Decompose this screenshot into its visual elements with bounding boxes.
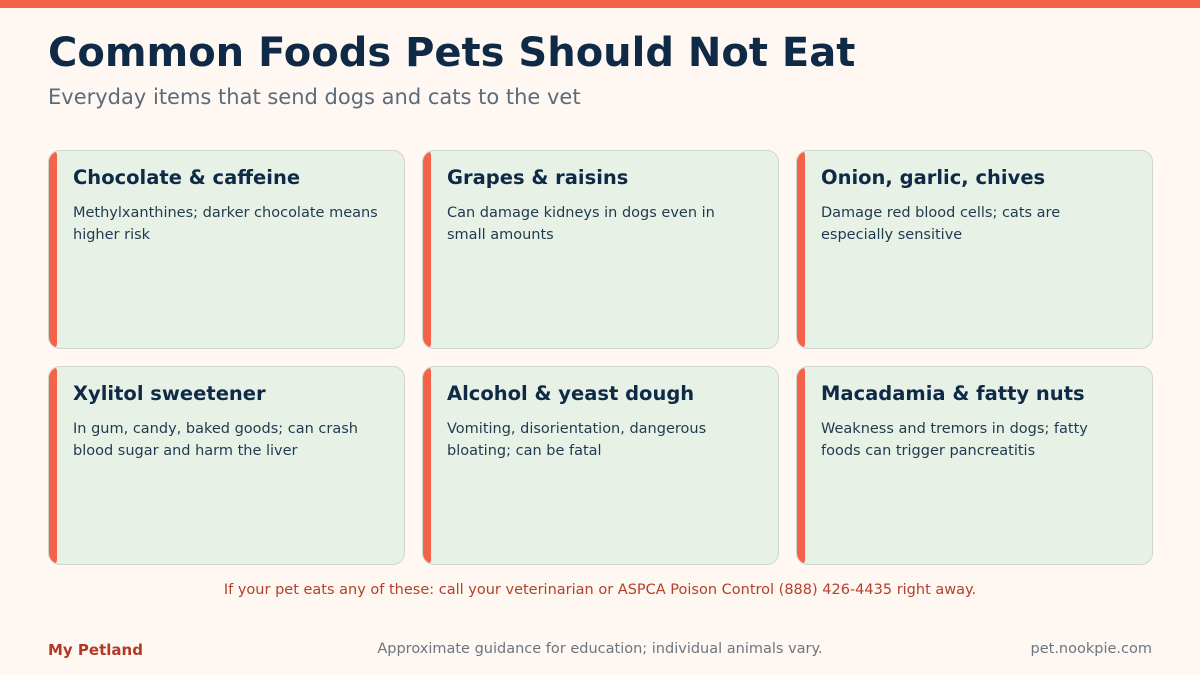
card-description: Weakness and tremors in dogs; fatty food… xyxy=(821,421,1088,459)
card-xylitol: Xylitol sweetener In gum, candy, baked g… xyxy=(48,366,405,565)
card-accent-bar xyxy=(797,151,805,348)
card-description: Damage red blood cells; cats are especia… xyxy=(821,205,1061,243)
card-description: Can damage kidneys in dogs even in small… xyxy=(447,205,715,243)
card-macadamia-fatty-nuts: Macadamia & fatty nuts Weakness and trem… xyxy=(796,366,1153,565)
poison-control-warning: If your pet eats any of these: call your… xyxy=(223,582,977,598)
card-accent-bar xyxy=(797,367,805,564)
card-description: Methylxanthines; darker chocolate means … xyxy=(73,205,378,243)
card-title: Chocolate & caffeine xyxy=(73,166,301,189)
card-onion-garlic-chives: Onion, garlic, chives Damage red blood c… xyxy=(796,150,1153,349)
footer-site-url: pet.nookpie.com xyxy=(1030,641,1152,657)
card-title: Xylitol sweetener xyxy=(73,382,266,405)
page-title: Common Foods Pets Should Not Eat xyxy=(48,30,856,76)
card-accent-bar xyxy=(423,367,431,564)
footer-brand: My Petland xyxy=(48,641,143,659)
card-chocolate-caffeine: Chocolate & caffeine Methylxanthines; da… xyxy=(48,150,405,349)
page-subtitle: Everyday items that send dogs and cats t… xyxy=(48,85,581,109)
card-alcohol-yeast-dough: Alcohol & yeast dough Vomiting, disorien… xyxy=(422,366,779,565)
card-accent-bar xyxy=(49,151,57,348)
card-description: In gum, candy, baked goods; can crash bl… xyxy=(73,421,358,459)
card-title: Macadamia & fatty nuts xyxy=(821,382,1085,405)
card-title: Alcohol & yeast dough xyxy=(447,382,695,405)
card-description: Vomiting, disorientation, dangerous bloa… xyxy=(447,421,707,459)
card-grapes-raisins: Grapes & raisins Can damage kidneys in d… xyxy=(422,150,779,349)
card-title: Onion, garlic, chives xyxy=(821,166,1046,189)
card-title: Grapes & raisins xyxy=(447,166,629,189)
card-accent-bar xyxy=(49,367,57,564)
food-card-grid: Chocolate & caffeine Methylxanthines; da… xyxy=(48,150,1153,566)
footer-disclaimer: Approximate guidance for education; indi… xyxy=(377,641,823,657)
card-accent-bar xyxy=(423,151,431,348)
top-accent-bar xyxy=(0,0,1200,8)
